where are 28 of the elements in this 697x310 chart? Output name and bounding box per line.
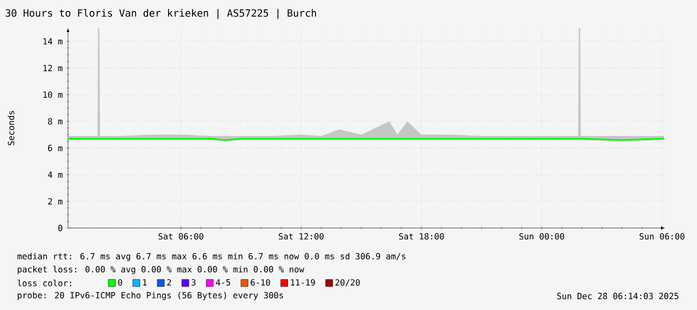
y-axis-title: Seconds [8, 110, 14, 146]
text: Sun Dec 28 06:14:03 2025 [557, 292, 678, 300]
legend-label: 0 [118, 279, 122, 286]
x-tick-label: Sat 06:00 [158, 233, 204, 240]
y-tick-label: 14 m [43, 38, 62, 44]
x-tick-label: Sun 00:00 [519, 233, 564, 240]
y-tick-label: 2 m [48, 198, 62, 204]
text: median rtt: 6.7 ms avg 6.7 ms max 6.6 ms min 6.7 ms now 0.0 ms sd 306.9 am/s [17, 252, 406, 262]
legend-label: 3 [192, 279, 196, 286]
x-tick-label: Sun 06:00 [640, 233, 684, 240]
y-tick-label: 8 m [48, 118, 62, 125]
legend-label: 11-19 [290, 279, 315, 286]
x-tick-label: Sat 18:00 [399, 233, 444, 240]
y-tick-label: 10 m [43, 91, 62, 98]
y-tick-label: 12 m [43, 64, 62, 72]
legend-label: 4-5 [216, 279, 230, 286]
legend-label: 2 [167, 279, 171, 286]
legend-title: loss color: [18, 280, 72, 286]
y-tick-label: 0 [58, 224, 62, 232]
y-tick-label: 6 m [48, 144, 62, 152]
y-tick-label: 4 m [48, 172, 62, 178]
legend-label: 20/20 [335, 279, 360, 286]
legend-label: 1 [143, 279, 147, 286]
x-tick-label: Sat 12:00 [278, 233, 324, 240]
text: packet loss: 0.00 % avg 0.00 % max 0.00 % min 0.00 % now [18, 266, 304, 274]
legend-label: 6-10 [250, 279, 270, 286]
chart-title: 30 Hours to Floris Van der krieken | AS57225 | Burch [6, 9, 316, 19]
text: probe: 20 IPv6-ICMP Echo Pings (56 Bytes) every 300s [18, 292, 283, 300]
